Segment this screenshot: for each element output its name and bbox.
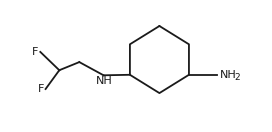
Text: NH: NH (96, 76, 113, 86)
Text: NH: NH (220, 70, 236, 80)
Text: 2: 2 (235, 73, 240, 82)
Text: F: F (38, 84, 44, 94)
Text: F: F (32, 47, 39, 57)
